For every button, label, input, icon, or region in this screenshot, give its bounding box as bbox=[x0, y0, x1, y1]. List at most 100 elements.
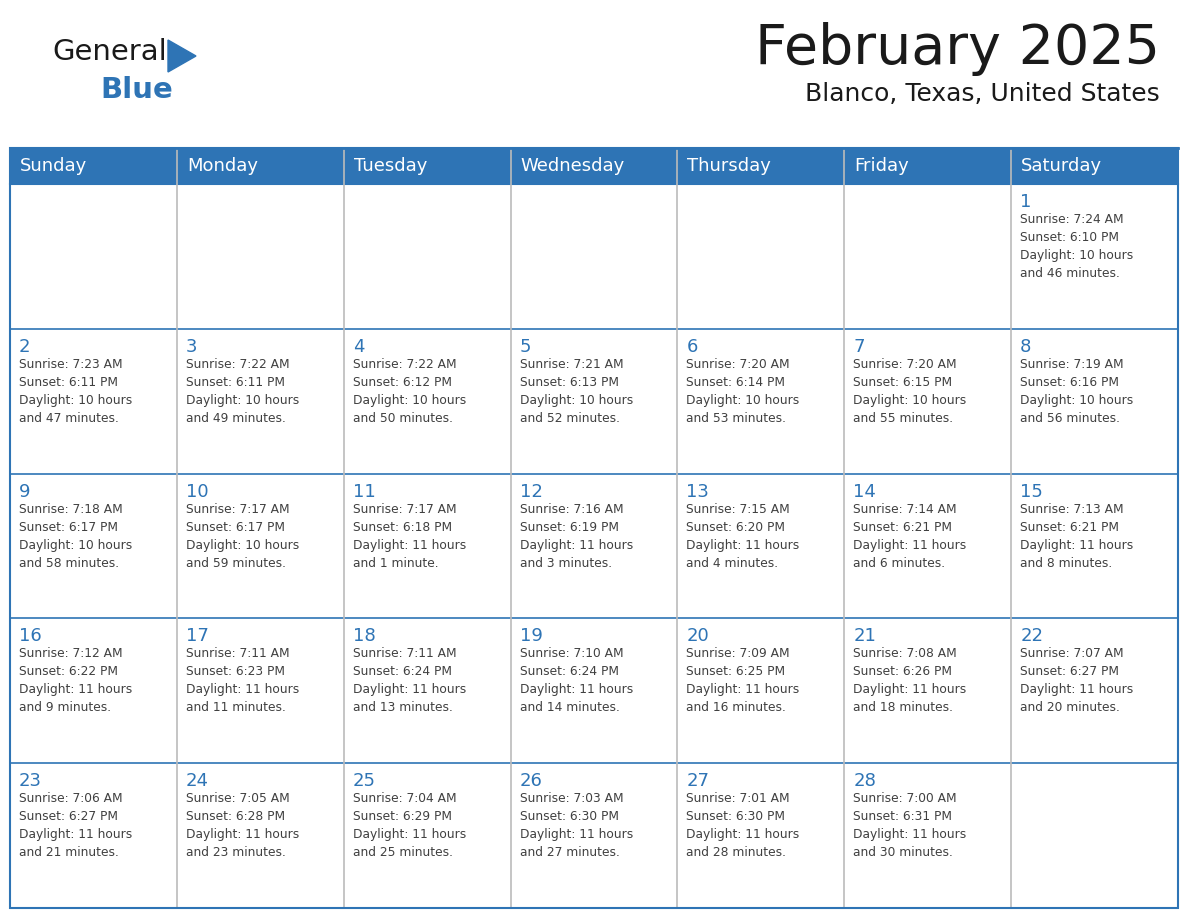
Bar bbox=[177, 474, 343, 619]
Bar bbox=[845, 763, 1011, 908]
Text: 10: 10 bbox=[185, 483, 208, 500]
Bar bbox=[511, 474, 677, 619]
Text: 22: 22 bbox=[1020, 627, 1043, 645]
Text: 6: 6 bbox=[687, 338, 697, 356]
Bar bbox=[177, 184, 343, 329]
Text: Sunrise: 7:17 AM
Sunset: 6:18 PM
Daylight: 11 hours
and 1 minute.: Sunrise: 7:17 AM Sunset: 6:18 PM Dayligh… bbox=[353, 502, 466, 569]
Text: Sunrise: 7:11 AM
Sunset: 6:23 PM
Daylight: 11 hours
and 11 minutes.: Sunrise: 7:11 AM Sunset: 6:23 PM Dayligh… bbox=[185, 647, 299, 714]
Text: 3: 3 bbox=[185, 338, 197, 356]
Text: 20: 20 bbox=[687, 627, 709, 645]
Text: Sunrise: 7:13 AM
Sunset: 6:21 PM
Daylight: 11 hours
and 8 minutes.: Sunrise: 7:13 AM Sunset: 6:21 PM Dayligh… bbox=[1020, 502, 1133, 569]
Bar bbox=[511, 763, 677, 908]
Bar bbox=[10, 763, 177, 908]
Bar bbox=[10, 148, 1178, 908]
Text: Tuesday: Tuesday bbox=[354, 157, 428, 175]
Text: 13: 13 bbox=[687, 483, 709, 500]
Bar bbox=[677, 329, 845, 474]
Text: 23: 23 bbox=[19, 772, 42, 790]
Text: Sunrise: 7:10 AM
Sunset: 6:24 PM
Daylight: 11 hours
and 14 minutes.: Sunrise: 7:10 AM Sunset: 6:24 PM Dayligh… bbox=[519, 647, 633, 714]
Text: 19: 19 bbox=[519, 627, 543, 645]
Text: General: General bbox=[52, 38, 166, 66]
Text: Sunrise: 7:24 AM
Sunset: 6:10 PM
Daylight: 10 hours
and 46 minutes.: Sunrise: 7:24 AM Sunset: 6:10 PM Dayligh… bbox=[1020, 213, 1133, 280]
Text: 18: 18 bbox=[353, 627, 375, 645]
Text: Sunrise: 7:11 AM
Sunset: 6:24 PM
Daylight: 11 hours
and 13 minutes.: Sunrise: 7:11 AM Sunset: 6:24 PM Dayligh… bbox=[353, 647, 466, 714]
Text: 27: 27 bbox=[687, 772, 709, 790]
Bar bbox=[677, 763, 845, 908]
Text: 11: 11 bbox=[353, 483, 375, 500]
Text: 17: 17 bbox=[185, 627, 209, 645]
Text: Sunrise: 7:04 AM
Sunset: 6:29 PM
Daylight: 11 hours
and 25 minutes.: Sunrise: 7:04 AM Sunset: 6:29 PM Dayligh… bbox=[353, 792, 466, 859]
Text: Sunrise: 7:16 AM
Sunset: 6:19 PM
Daylight: 11 hours
and 3 minutes.: Sunrise: 7:16 AM Sunset: 6:19 PM Dayligh… bbox=[519, 502, 633, 569]
Polygon shape bbox=[168, 40, 196, 72]
Text: Sunrise: 7:22 AM
Sunset: 6:11 PM
Daylight: 10 hours
and 49 minutes.: Sunrise: 7:22 AM Sunset: 6:11 PM Dayligh… bbox=[185, 358, 299, 425]
Text: 15: 15 bbox=[1020, 483, 1043, 500]
Text: Sunrise: 7:23 AM
Sunset: 6:11 PM
Daylight: 10 hours
and 47 minutes.: Sunrise: 7:23 AM Sunset: 6:11 PM Dayligh… bbox=[19, 358, 132, 425]
Text: 28: 28 bbox=[853, 772, 877, 790]
Bar bbox=[1011, 184, 1178, 329]
Text: 16: 16 bbox=[19, 627, 42, 645]
Text: Sunrise: 7:08 AM
Sunset: 6:26 PM
Daylight: 11 hours
and 18 minutes.: Sunrise: 7:08 AM Sunset: 6:26 PM Dayligh… bbox=[853, 647, 967, 714]
Text: Sunrise: 7:07 AM
Sunset: 6:27 PM
Daylight: 11 hours
and 20 minutes.: Sunrise: 7:07 AM Sunset: 6:27 PM Dayligh… bbox=[1020, 647, 1133, 714]
Bar bbox=[10, 474, 177, 619]
Text: 1: 1 bbox=[1020, 193, 1031, 211]
Bar bbox=[1011, 619, 1178, 763]
Bar bbox=[343, 329, 511, 474]
Text: 26: 26 bbox=[519, 772, 543, 790]
Text: Blue: Blue bbox=[100, 76, 172, 104]
Text: 8: 8 bbox=[1020, 338, 1031, 356]
Bar bbox=[10, 619, 177, 763]
Text: 25: 25 bbox=[353, 772, 375, 790]
Text: Sunrise: 7:21 AM
Sunset: 6:13 PM
Daylight: 10 hours
and 52 minutes.: Sunrise: 7:21 AM Sunset: 6:13 PM Dayligh… bbox=[519, 358, 633, 425]
Text: Sunrise: 7:03 AM
Sunset: 6:30 PM
Daylight: 11 hours
and 27 minutes.: Sunrise: 7:03 AM Sunset: 6:30 PM Dayligh… bbox=[519, 792, 633, 859]
Bar bbox=[511, 184, 677, 329]
Bar bbox=[511, 329, 677, 474]
Text: Sunrise: 7:17 AM
Sunset: 6:17 PM
Daylight: 10 hours
and 59 minutes.: Sunrise: 7:17 AM Sunset: 6:17 PM Dayligh… bbox=[185, 502, 299, 569]
Text: Sunrise: 7:09 AM
Sunset: 6:25 PM
Daylight: 11 hours
and 16 minutes.: Sunrise: 7:09 AM Sunset: 6:25 PM Dayligh… bbox=[687, 647, 800, 714]
Bar bbox=[845, 329, 1011, 474]
Text: Monday: Monday bbox=[187, 157, 258, 175]
Bar bbox=[343, 619, 511, 763]
Text: Sunrise: 7:15 AM
Sunset: 6:20 PM
Daylight: 11 hours
and 4 minutes.: Sunrise: 7:15 AM Sunset: 6:20 PM Dayligh… bbox=[687, 502, 800, 569]
Bar bbox=[1011, 763, 1178, 908]
Text: Sunday: Sunday bbox=[20, 157, 87, 175]
Text: Sunrise: 7:18 AM
Sunset: 6:17 PM
Daylight: 10 hours
and 58 minutes.: Sunrise: 7:18 AM Sunset: 6:17 PM Dayligh… bbox=[19, 502, 132, 569]
Bar bbox=[1011, 329, 1178, 474]
Bar bbox=[511, 619, 677, 763]
Text: 4: 4 bbox=[353, 338, 365, 356]
Text: Thursday: Thursday bbox=[688, 157, 771, 175]
Text: Sunrise: 7:20 AM
Sunset: 6:15 PM
Daylight: 10 hours
and 55 minutes.: Sunrise: 7:20 AM Sunset: 6:15 PM Dayligh… bbox=[853, 358, 967, 425]
Text: February 2025: February 2025 bbox=[756, 22, 1159, 76]
Text: Blanco, Texas, United States: Blanco, Texas, United States bbox=[805, 82, 1159, 106]
Text: Saturday: Saturday bbox=[1022, 157, 1102, 175]
Bar bbox=[10, 184, 177, 329]
Bar bbox=[845, 474, 1011, 619]
Text: Sunrise: 7:14 AM
Sunset: 6:21 PM
Daylight: 11 hours
and 6 minutes.: Sunrise: 7:14 AM Sunset: 6:21 PM Dayligh… bbox=[853, 502, 967, 569]
Text: 12: 12 bbox=[519, 483, 543, 500]
Text: 9: 9 bbox=[19, 483, 31, 500]
Text: 2: 2 bbox=[19, 338, 31, 356]
Text: 21: 21 bbox=[853, 627, 877, 645]
Bar bbox=[10, 148, 1178, 184]
Text: 5: 5 bbox=[519, 338, 531, 356]
Text: Sunrise: 7:01 AM
Sunset: 6:30 PM
Daylight: 11 hours
and 28 minutes.: Sunrise: 7:01 AM Sunset: 6:30 PM Dayligh… bbox=[687, 792, 800, 859]
Text: Sunrise: 7:20 AM
Sunset: 6:14 PM
Daylight: 10 hours
and 53 minutes.: Sunrise: 7:20 AM Sunset: 6:14 PM Dayligh… bbox=[687, 358, 800, 425]
Bar bbox=[677, 619, 845, 763]
Bar bbox=[10, 329, 177, 474]
Text: Sunrise: 7:12 AM
Sunset: 6:22 PM
Daylight: 11 hours
and 9 minutes.: Sunrise: 7:12 AM Sunset: 6:22 PM Dayligh… bbox=[19, 647, 132, 714]
Text: Sunrise: 7:22 AM
Sunset: 6:12 PM
Daylight: 10 hours
and 50 minutes.: Sunrise: 7:22 AM Sunset: 6:12 PM Dayligh… bbox=[353, 358, 466, 425]
Text: Friday: Friday bbox=[854, 157, 909, 175]
Text: Sunrise: 7:06 AM
Sunset: 6:27 PM
Daylight: 11 hours
and 21 minutes.: Sunrise: 7:06 AM Sunset: 6:27 PM Dayligh… bbox=[19, 792, 132, 859]
Bar bbox=[845, 619, 1011, 763]
Text: Sunrise: 7:00 AM
Sunset: 6:31 PM
Daylight: 11 hours
and 30 minutes.: Sunrise: 7:00 AM Sunset: 6:31 PM Dayligh… bbox=[853, 792, 967, 859]
Bar bbox=[343, 474, 511, 619]
Bar bbox=[343, 184, 511, 329]
Bar bbox=[177, 329, 343, 474]
Text: Sunrise: 7:05 AM
Sunset: 6:28 PM
Daylight: 11 hours
and 23 minutes.: Sunrise: 7:05 AM Sunset: 6:28 PM Dayligh… bbox=[185, 792, 299, 859]
Text: 14: 14 bbox=[853, 483, 877, 500]
Text: Sunrise: 7:19 AM
Sunset: 6:16 PM
Daylight: 10 hours
and 56 minutes.: Sunrise: 7:19 AM Sunset: 6:16 PM Dayligh… bbox=[1020, 358, 1133, 425]
Bar bbox=[677, 474, 845, 619]
Text: Wednesday: Wednesday bbox=[520, 157, 625, 175]
Bar bbox=[845, 184, 1011, 329]
Text: 24: 24 bbox=[185, 772, 209, 790]
Text: 7: 7 bbox=[853, 338, 865, 356]
